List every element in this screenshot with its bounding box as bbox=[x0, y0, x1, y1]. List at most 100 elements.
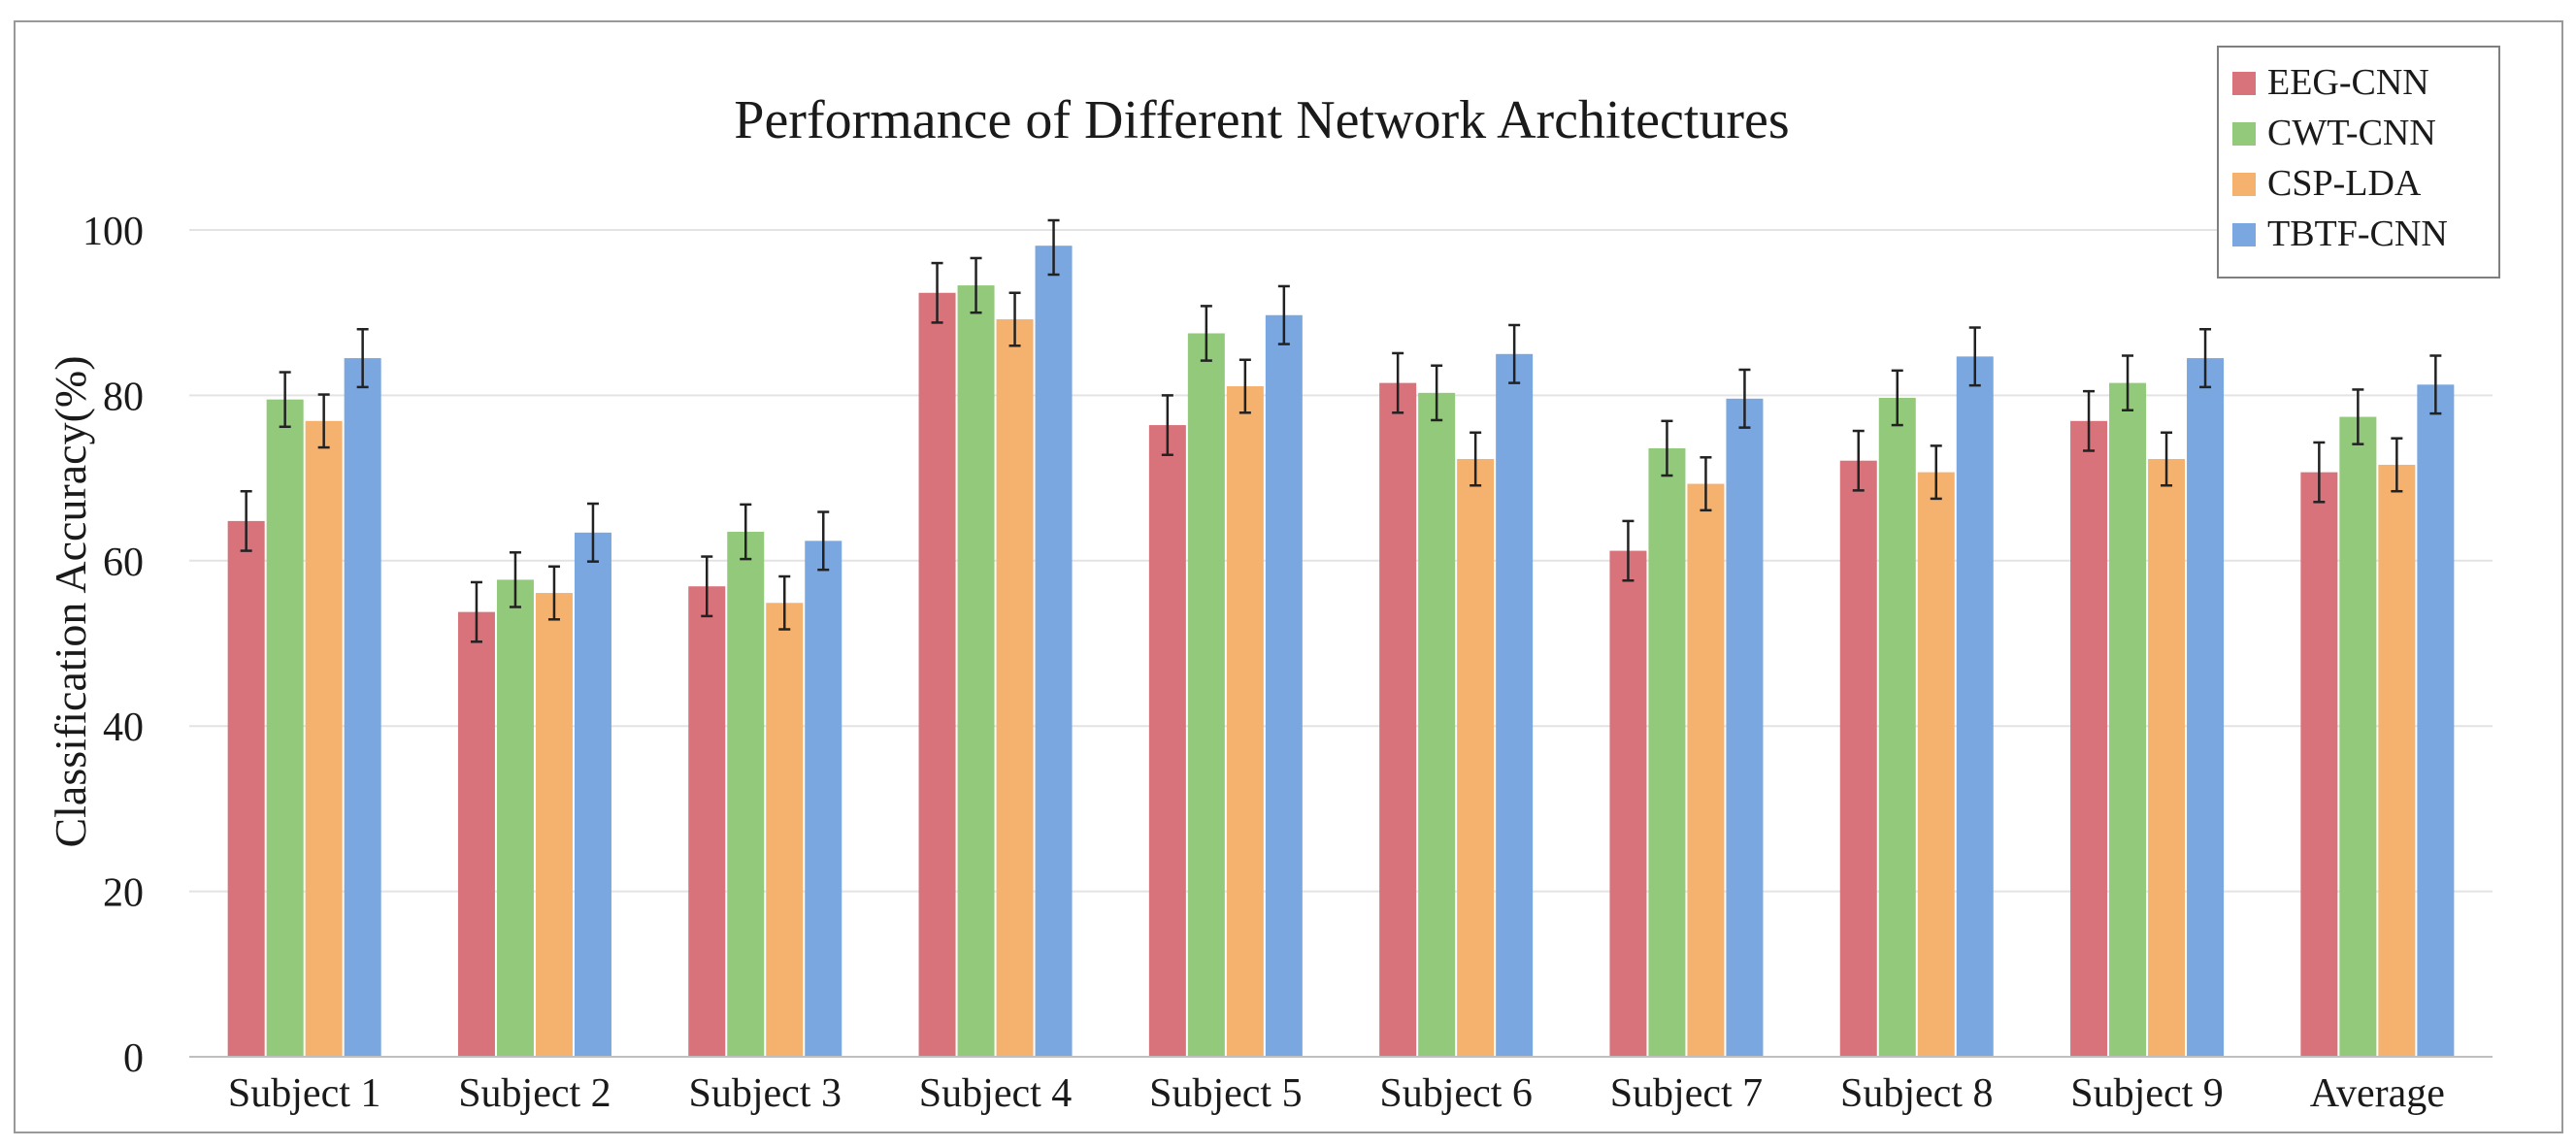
error-bar bbox=[2161, 431, 2173, 487]
x-tick-label: Subject 9 bbox=[2070, 1071, 2223, 1116]
bar bbox=[2148, 459, 2186, 1057]
y-tick-label: 100 bbox=[83, 210, 144, 254]
bar bbox=[1496, 353, 1534, 1057]
error-bar bbox=[509, 551, 521, 608]
legend-swatch bbox=[2232, 122, 2256, 146]
x-tick-label: Subject 6 bbox=[1379, 1071, 1532, 1116]
bar bbox=[805, 541, 842, 1057]
bar bbox=[1035, 246, 1073, 1058]
error-bar bbox=[1508, 323, 1521, 384]
bar bbox=[1917, 472, 1955, 1057]
x-tick-label: Subject 5 bbox=[1149, 1071, 1302, 1116]
bar bbox=[2109, 382, 2147, 1057]
error-bar bbox=[1622, 519, 1635, 582]
bar bbox=[535, 593, 573, 1057]
y-tick-label: 80 bbox=[103, 375, 144, 419]
error-bar bbox=[701, 555, 713, 618]
error-bar bbox=[2083, 389, 2096, 452]
bar bbox=[1726, 398, 1764, 1058]
error-bar bbox=[1930, 444, 1942, 501]
x-tick-label: Subject 4 bbox=[919, 1071, 1072, 1116]
bar bbox=[1379, 382, 1417, 1057]
bar bbox=[2300, 472, 2338, 1057]
error-bar bbox=[1047, 218, 1060, 277]
legend-label: EEG-CNN bbox=[2267, 62, 2429, 103]
error-bar bbox=[1200, 305, 1212, 362]
error-bar bbox=[1891, 369, 1903, 427]
bar bbox=[1226, 386, 1264, 1057]
x-tick-label: Subject 7 bbox=[1610, 1071, 1763, 1116]
legend-label: CWT-CNN bbox=[2267, 113, 2436, 153]
x-tick-label: Subject 3 bbox=[689, 1071, 842, 1116]
error-bar bbox=[1431, 364, 1443, 422]
legend-swatch bbox=[2232, 223, 2256, 246]
error-bar bbox=[279, 371, 291, 429]
bar bbox=[1418, 392, 1456, 1057]
error-bar bbox=[1470, 431, 1482, 487]
bar-marks bbox=[227, 246, 2455, 1058]
y-tick-label: 0 bbox=[123, 1036, 144, 1081]
error-bar bbox=[1738, 368, 1751, 429]
bar bbox=[496, 579, 534, 1057]
legend-box bbox=[2217, 46, 2500, 279]
bar bbox=[727, 531, 765, 1057]
error-bar bbox=[740, 503, 752, 561]
y-axis-label: Classification Accuracy(%) bbox=[46, 355, 95, 847]
error-bar bbox=[817, 510, 830, 572]
error-bar bbox=[356, 327, 369, 389]
bar bbox=[2339, 416, 2377, 1057]
error-bar bbox=[2391, 437, 2403, 493]
bar bbox=[1609, 550, 1647, 1057]
bar bbox=[766, 603, 804, 1057]
bar bbox=[2417, 384, 2455, 1058]
legend-label: CSP-LDA bbox=[2267, 163, 2422, 204]
y-tick-label: 40 bbox=[103, 705, 144, 750]
bar bbox=[1687, 483, 1725, 1058]
error-bar bbox=[970, 256, 982, 314]
error-bar bbox=[317, 393, 330, 449]
error-bar bbox=[2313, 441, 2326, 504]
grid-lines bbox=[189, 229, 2493, 893]
error-bar bbox=[586, 502, 599, 563]
bar bbox=[457, 611, 495, 1057]
chart-title: Performance of Different Network Archite… bbox=[734, 90, 1789, 150]
bar bbox=[305, 420, 343, 1057]
error-bar bbox=[1700, 456, 1712, 512]
bar bbox=[344, 358, 381, 1057]
legend: EEG-CNN CWT-CNN CSP-LDA TBTF-CNN bbox=[2217, 46, 2500, 279]
bar bbox=[1265, 314, 1303, 1058]
bar bbox=[574, 532, 611, 1057]
error-bar bbox=[1161, 394, 1173, 456]
error-bar bbox=[1392, 351, 1404, 414]
error-bar bbox=[1661, 419, 1673, 477]
error-bar bbox=[1852, 429, 1865, 492]
bar bbox=[957, 285, 995, 1058]
bar bbox=[1187, 333, 1225, 1057]
error-bar bbox=[2199, 327, 2212, 389]
bar bbox=[1648, 447, 1686, 1058]
error-bar bbox=[1008, 291, 1021, 347]
bar bbox=[2187, 358, 2225, 1057]
bar bbox=[1956, 356, 1994, 1058]
bar bbox=[2378, 464, 2416, 1057]
y-tick-label: 60 bbox=[103, 541, 144, 585]
y-axis-ticks: 0 20 40 60 80 100 bbox=[83, 210, 144, 1081]
bar bbox=[266, 399, 304, 1057]
bar bbox=[227, 520, 265, 1057]
error-bar bbox=[547, 565, 560, 621]
legend-swatch bbox=[2232, 72, 2256, 95]
bar bbox=[688, 586, 726, 1057]
x-axis-ticks: Subject 1 Subject 2 Subject 3 Subject 4 Subj… bbox=[228, 1071, 2445, 1116]
x-tick-label: Subject 2 bbox=[458, 1071, 611, 1116]
bar bbox=[996, 319, 1034, 1057]
error-bar bbox=[931, 261, 943, 324]
x-tick-label: Subject 1 bbox=[228, 1071, 380, 1116]
error-bars bbox=[240, 218, 2442, 643]
x-tick-label: Average bbox=[2310, 1071, 2445, 1116]
bar bbox=[918, 292, 956, 1057]
x-tick-label: Subject 8 bbox=[1840, 1071, 1993, 1116]
bar bbox=[1878, 397, 1916, 1057]
error-bar bbox=[2122, 354, 2134, 411]
error-bar bbox=[1238, 358, 1251, 414]
